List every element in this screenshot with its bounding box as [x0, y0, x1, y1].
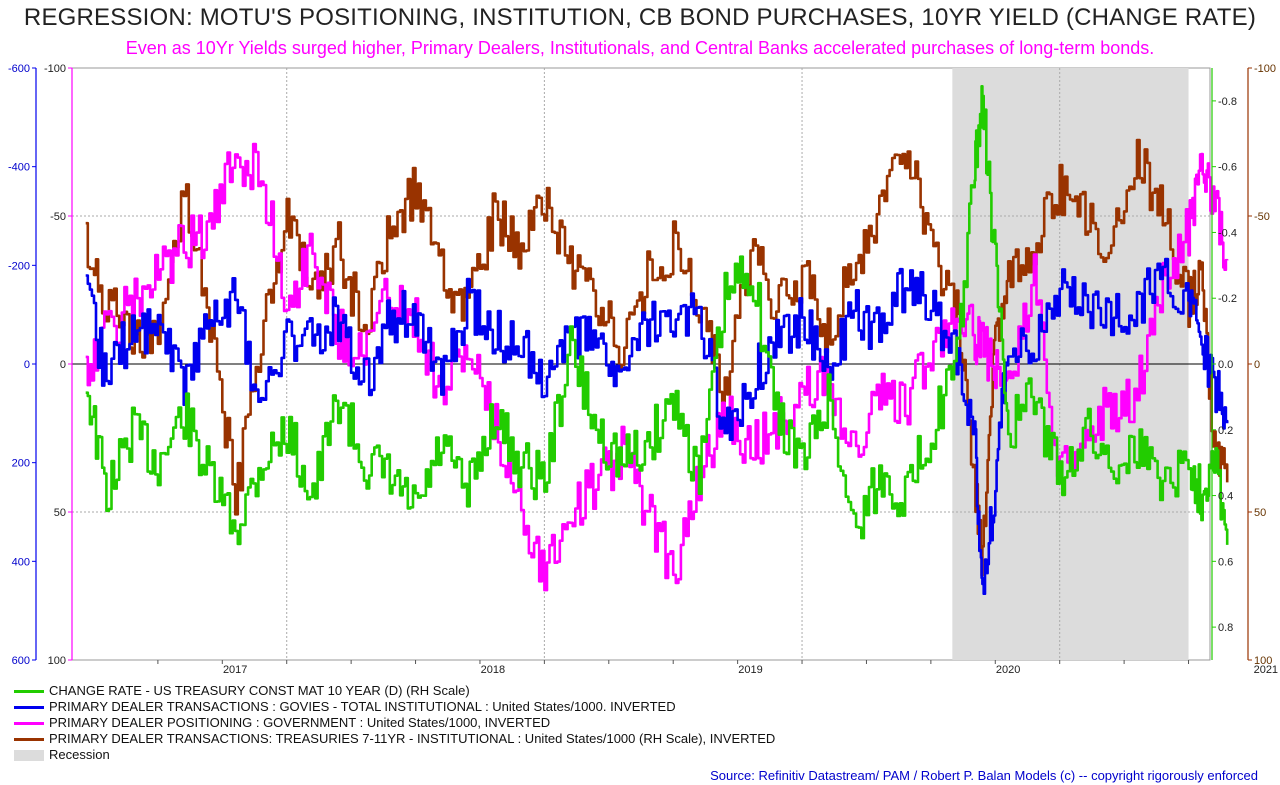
- chart-subtitle: Even as 10Yr Yields surged higher, Prima…: [125, 38, 1155, 58]
- legend-label-magenta: PRIMARY DEALER POSITIONING : GOVERNMENT …: [49, 715, 551, 730]
- legend-swatch-recession: [14, 749, 44, 761]
- legend-item-recession: Recession: [14, 747, 775, 763]
- legend-label-recession: Recession: [49, 747, 110, 762]
- left-outer-axis-tick-label: 400: [12, 556, 30, 568]
- legend-item-blue: PRIMARY DEALER TRANSACTIONS : GOVIES - T…: [14, 699, 775, 715]
- x-tick-label: 2021: [1254, 664, 1278, 676]
- right-inner-axis-tick-label: 0.8: [1218, 622, 1233, 634]
- left-outer-axis-tick-label: 200: [12, 458, 30, 470]
- x-tick-label: 2018: [481, 664, 505, 676]
- legend-item-brown: PRIMARY DEALER TRANSACTIONS: TREASURIES …: [14, 731, 775, 747]
- left-inner-axis-tick-label: -100: [44, 63, 66, 75]
- x-tick-label: 2017: [223, 664, 247, 676]
- left-inner-axis-tick-label: 50: [54, 507, 66, 519]
- series-line-2: [85, 142, 1229, 592]
- legend-swatch-brown: [14, 737, 44, 741]
- regression-chart: 2017 2018 2019 2020 2021 -600 -400 -200 0 200 400 6…: [8, 63, 1278, 676]
- x-tick-label: 2019: [738, 664, 762, 676]
- right-outer-axis-tick-label: 0: [1254, 359, 1260, 371]
- axis-layer: 2017 2018 2019 2020 2021 -600 -400 -200 0 200 400 6…: [8, 63, 1278, 676]
- left-outer-axis-tick-label: -200: [8, 260, 30, 272]
- left-inner-axis-tick-label: 0: [60, 359, 66, 371]
- right-inner-axis-tick-label: 0.2: [1218, 425, 1233, 437]
- legend-swatch-green: [14, 689, 44, 693]
- right-inner-axis-tick-label: -0.2: [1218, 293, 1237, 305]
- legend-label-brown: PRIMARY DEALER TRANSACTIONS: TREASURIES …: [49, 731, 776, 746]
- legend-label-green: CHANGE RATE - US TREASURY CONST MAT 10 Y…: [49, 683, 470, 698]
- legend-swatch-blue: [14, 705, 44, 709]
- left-inner-axis-tick-label: 100: [48, 655, 66, 667]
- legend-item-green: CHANGE RATE - US TREASURY CONST MAT 10 Y…: [14, 683, 775, 699]
- right-inner-axis-tick-label: -0.8: [1218, 96, 1237, 108]
- legend-item-magenta: PRIMARY DEALER POSITIONING : GOVERNMENT …: [14, 715, 775, 731]
- left-outer-axis-tick-label: 0: [24, 359, 30, 371]
- left-outer-axis-tick-label: 600: [12, 655, 30, 667]
- right-inner-axis-tick-label: 0.6: [1218, 556, 1233, 568]
- right-inner-axis-tick-label: -0.4: [1218, 227, 1237, 239]
- series-line-1: [85, 257, 1229, 595]
- left-inner-axis-tick-label: -50: [50, 211, 66, 223]
- chart-title: REGRESSION: MOTU'S POSITIONING, INSTITUT…: [23, 4, 1257, 31]
- right-outer-axis-tick-label: -50: [1254, 211, 1270, 223]
- source-note: Source: Refinitiv Datastream/ PAM / Robe…: [710, 768, 1258, 783]
- legend-swatch-magenta: [14, 721, 44, 725]
- series-line-0: [85, 85, 1229, 546]
- right-outer-axis-tick-label: 50: [1254, 507, 1266, 519]
- series-layer: [85, 85, 1229, 595]
- x-tick-label: 2020: [996, 664, 1020, 676]
- chart-legend: CHANGE RATE - US TREASURY CONST MAT 10 Y…: [14, 683, 775, 763]
- right-outer-axis-tick-label: -100: [1254, 63, 1276, 75]
- left-outer-axis-tick-label: -600: [8, 63, 30, 75]
- right-inner-axis-tick-label: -0.6: [1218, 162, 1237, 174]
- left-outer-axis-tick-label: -400: [8, 162, 30, 174]
- right-inner-axis-tick-label: 0.4: [1218, 491, 1233, 503]
- right-inner-axis-tick-label: 0.0: [1218, 359, 1233, 371]
- legend-label-blue: PRIMARY DEALER TRANSACTIONS : GOVIES - T…: [49, 699, 676, 714]
- right-outer-axis-tick-label: 100: [1254, 655, 1272, 667]
